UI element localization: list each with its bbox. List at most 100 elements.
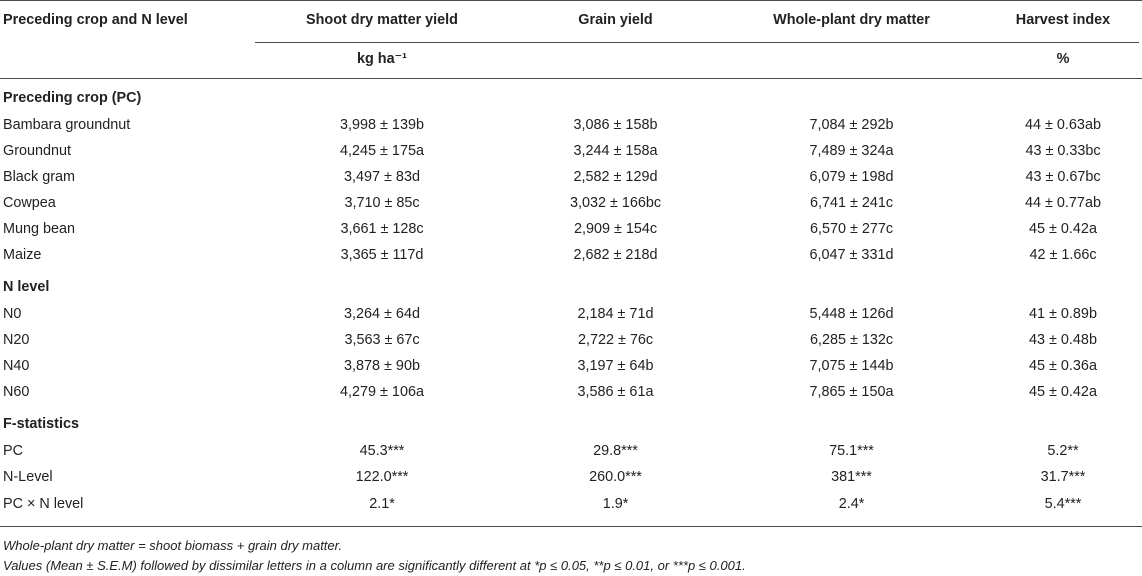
table-cell: 3,998 ± 139b <box>340 117 424 133</box>
unit-cell-empty <box>0 43 252 79</box>
header-rule <box>255 42 1139 43</box>
section-preceding-crop: Preceding crop (PC) <box>0 79 1142 113</box>
table-body: Preceding crop (PC) Bambara groundnut 3,99… <box>0 79 1142 527</box>
table-cell: 42 ± 1.66c <box>1029 247 1097 263</box>
table-cell: 7,075 ± 144b <box>809 358 894 374</box>
row-label: Cowpea <box>3 195 56 211</box>
table-cell: 4,279 ± 106a <box>340 384 424 400</box>
table-cell: 6,285 ± 132c <box>809 332 894 348</box>
table-cell: 3,710 ± 85c <box>344 195 420 211</box>
column-header-treatment: Preceding crop and N level <box>0 0 252 43</box>
header-row: Preceding crop and N level Shoot dry mat… <box>0 0 1142 43</box>
table-cell: 3,878 ± 90b <box>344 358 420 374</box>
row-label: N-Level <box>3 469 53 485</box>
table-row: PC × N level 2.1* 1.9* 2.4* 5.4*** <box>0 490 1142 527</box>
table-cell: 43 ± 0.33bc <box>1025 143 1101 159</box>
table-cell: 3,264 ± 64d <box>344 306 420 322</box>
units-row: kg ha⁻¹ % <box>0 43 1142 79</box>
table-cell: 5.2** <box>1047 443 1079 459</box>
table-cell: 7,489 ± 324a <box>809 143 894 159</box>
table-cell: 2,184 ± 71d <box>577 306 654 322</box>
table-row: N60 4,279 ± 106a 3,586 ± 61a 7,865 ± 150a 45… <box>0 379 1142 405</box>
table-cell: 1.9* <box>602 496 629 512</box>
table-cell: 381*** <box>831 469 872 485</box>
table-cell: 6,570 ± 277c <box>809 221 894 237</box>
table-cell: 3,086 ± 158b <box>573 117 658 133</box>
table-cell: 2.1* <box>369 496 395 512</box>
table-cell: 5,448 ± 126d <box>809 306 894 322</box>
table-cell: 75.1*** <box>829 443 874 459</box>
table-cell: 45 ± 0.42a <box>1029 221 1097 237</box>
section-title: N level <box>3 279 50 295</box>
results-table: Preceding crop and N level Shoot dry mat… <box>0 0 1142 527</box>
column-header-whole-plant-dry-matter: Whole-plant dry matter <box>719 0 984 43</box>
table-row: Bambara groundnut 3,998 ± 139b 3,086 ± 158… <box>0 112 1142 138</box>
table-row: N-Level 122.0*** 260.0*** 381*** 31.7*** <box>0 464 1142 490</box>
table-row: PC 45.3*** 29.8*** 75.1*** 5.2** <box>0 438 1142 464</box>
table-cell: 43 ± 0.67bc <box>1025 169 1101 185</box>
table-row: Mung bean 3,661 ± 128c 2,909 ± 154c 6,570 ±… <box>0 216 1142 242</box>
unit-cell-empty <box>512 43 719 79</box>
table-row: N20 3,563 ± 67c 2,722 ± 76c 6,285 ± 132c 43 … <box>0 327 1142 353</box>
row-label: Groundnut <box>3 143 72 159</box>
row-label: Mung bean <box>3 221 76 237</box>
table-cell: 29.8*** <box>593 443 638 459</box>
table-cell: 7,865 ± 150a <box>809 384 894 400</box>
table-cell: 3,197 ± 64b <box>577 358 654 374</box>
section-n-level: N level <box>0 268 1142 301</box>
table-cell: 31.7*** <box>1040 469 1086 485</box>
unit-kg-per-ha: kg ha⁻¹ <box>357 50 407 67</box>
table-cell: 2,582 ± 129d <box>573 169 658 185</box>
section-f-statistics: F-statistics <box>0 405 1142 438</box>
table-row: Maize 3,365 ± 117d 2,682 ± 218d 6,047 ± 331… <box>0 242 1142 268</box>
table-row: N0 3,264 ± 64d 2,184 ± 71d 5,448 ± 126d 41 ±… <box>0 301 1142 327</box>
section-title: Preceding crop (PC) <box>3 90 142 106</box>
unit-cell-empty <box>719 43 984 79</box>
table-cell: 45 ± 0.36a <box>1029 358 1097 374</box>
section-title: F-statistics <box>3 416 79 432</box>
row-label: N20 <box>3 332 30 348</box>
row-label: PC <box>3 443 23 459</box>
table-cell: 41 ± 0.89b <box>1029 306 1097 322</box>
table-row: N40 3,878 ± 90b 3,197 ± 64b 7,075 ± 144b 45 … <box>0 353 1142 379</box>
table-cell: 44 ± 0.63ab <box>1025 117 1101 133</box>
table-cell: 4,245 ± 175a <box>340 143 424 159</box>
table-cell: 3,563 ± 67c <box>344 332 420 348</box>
table-cell: 122.0*** <box>355 469 409 485</box>
table-cell: 45 ± 0.42a <box>1029 384 1097 400</box>
table-cell: 5.4*** <box>1044 496 1082 512</box>
table-cell: 6,047 ± 331d <box>809 247 894 263</box>
table-cell: 7,084 ± 292b <box>809 117 894 133</box>
footnote: Whole-plant dry matter = shoot biomass +… <box>3 538 343 553</box>
row-label: Bambara groundnut <box>3 117 131 133</box>
column-header-harvest-index: Harvest index <box>984 0 1142 43</box>
row-label: Black gram <box>3 169 75 185</box>
table-cell: 3,244 ± 158a <box>573 143 658 159</box>
table-row: Black gram 3,497 ± 83d 2,582 ± 129d 6,079 ±… <box>0 164 1142 190</box>
table-cell: 2,682 ± 218d <box>573 247 658 263</box>
table-cell: 3,497 ± 83d <box>344 169 420 185</box>
row-label: N40 <box>3 358 30 374</box>
column-header-shoot-dry-matter: Shoot dry matter yield <box>252 0 512 43</box>
table-cell: 2,909 ± 154c <box>573 221 658 237</box>
table-cell: 2,722 ± 76c <box>577 332 654 348</box>
table-cell: 3,365 ± 117d <box>340 247 424 263</box>
unit-percent: % <box>1056 50 1070 67</box>
table-cell: 6,079 ± 198d <box>809 169 894 185</box>
table-cell: 260.0*** <box>589 469 642 485</box>
table-footnotes: Whole-plant dry matter = shoot biomass +… <box>0 536 1142 576</box>
row-label: Maize <box>3 247 42 263</box>
footnote: Values (Mean ± S.E.M) followed by dissim… <box>3 558 746 573</box>
table-cell: 6,741 ± 241c <box>809 195 894 211</box>
table-cell: 43 ± 0.48b <box>1029 332 1097 348</box>
row-label: N0 <box>3 306 22 322</box>
row-label: PC × N level <box>3 496 84 512</box>
table-cell: 3,586 ± 61a <box>577 384 654 400</box>
table-cell: 3,661 ± 128c <box>340 221 424 237</box>
table-row: Cowpea 3,710 ± 85c 3,032 ± 166bc 6,741 ± 24… <box>0 190 1142 216</box>
table-cell: 44 ± 0.77ab <box>1025 195 1101 211</box>
table-cell: 45.3*** <box>359 443 405 459</box>
column-header-grain-yield: Grain yield <box>512 0 719 43</box>
table-cell: 2.4* <box>838 496 865 512</box>
